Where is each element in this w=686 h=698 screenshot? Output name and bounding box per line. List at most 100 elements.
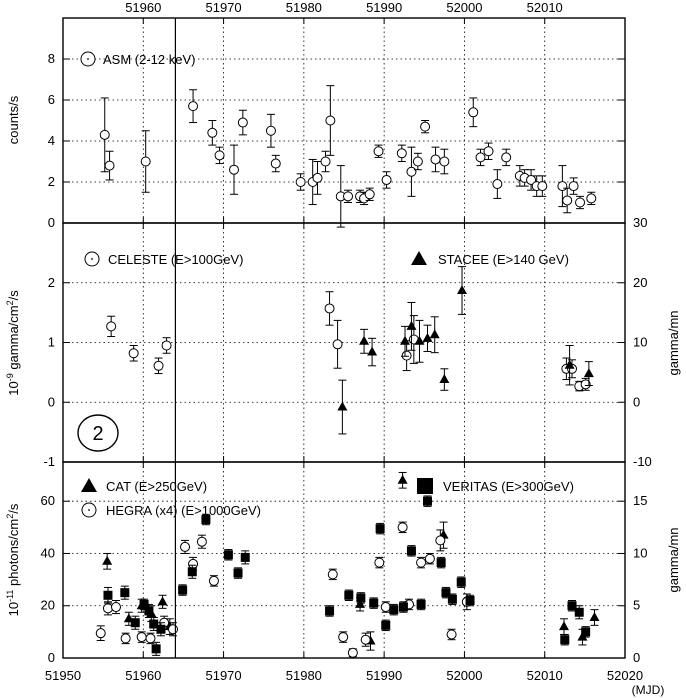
data-point-triangle [589,611,600,621]
data-point-square [240,552,250,562]
data-point-circle [325,115,336,126]
data-point-circle [102,603,113,614]
data-point-square [447,594,457,604]
data-point-circle [435,535,446,546]
ylabel-asm: counts/s [6,95,21,144]
panel-celeste-stacee-ytick-label: 2 [48,275,55,290]
panel-celeste-stacee-right-tick-label: -10 [633,454,652,469]
ylabel-cat-hegra-veritas: 10-11 photons/cm2/s [5,503,21,616]
data-point-triangle [422,332,433,342]
panel-cat-hegra-veritas-right-tick-label: 10 [633,545,647,560]
data-point-circle [136,632,147,643]
data-point-triangle [583,368,594,378]
legend-circle-dot [88,509,90,511]
data-point-square [406,546,416,556]
data-point-circle [338,632,349,643]
x-tick-label: 51970 [205,668,241,683]
data-point-circle [492,179,503,190]
x-tick-label: 51980 [286,668,322,683]
data-point-circle [332,339,343,350]
panel-asm-ytick-label: 6 [48,92,55,107]
data-point-square [233,568,243,578]
top-x-tick-label: 51960 [125,0,161,15]
data-point-triangle [337,401,348,411]
data-point-circle [295,177,306,187]
data-point-circle [412,156,423,167]
data-point-circle [188,101,199,112]
data-point-square [156,624,166,634]
data-point-circle [430,154,441,165]
data-point-circle [586,193,597,204]
data-point-circle [270,158,281,169]
x-tick-label: 52020 [607,668,643,683]
panel-celeste-stacee-ytick-label: -1 [43,454,55,469]
axis-title-part: gamma/mn [666,310,681,375]
data-point-circle [475,152,486,163]
data-point-circle [420,121,431,132]
data-point-square [149,619,159,629]
data-point-circle [327,569,338,580]
legend-circle-dot [91,258,93,260]
data-point-circle [343,191,354,202]
data-point-circle [537,181,548,192]
data-point-square [416,599,426,609]
panel-celeste-stacee-right-tick-label: 20 [633,275,647,290]
top-x-tick-label: 51980 [286,0,322,15]
data-point-circle [120,633,131,644]
panel-asm-ytick-label: 8 [48,51,55,66]
data-point-circle [196,536,207,547]
data-point-circle [265,125,276,136]
x-tick-label: 51950 [45,668,81,683]
data-point-triangle [558,621,569,631]
panel-asm-ytick-label: 2 [48,174,55,189]
data-point-circle [396,148,407,159]
data-point-circle [439,156,450,167]
data-point-circle [99,129,110,140]
x-axis-unit: (MJD) [632,683,665,697]
panel-asm-ytick-label: 4 [48,133,55,148]
data-point-square [375,524,385,534]
panel-celeste-stacee-ytick-label: 0 [48,394,55,409]
x-tick-label: 51990 [366,668,402,683]
data-point-circle [161,340,172,351]
axis-title-part: 2 [5,514,15,519]
data-point-square [574,607,584,617]
legend-veritas: VERITAS (E>300GeV) [443,479,574,494]
data-point-triangle [400,335,411,345]
panel-celeste-stacee-right-tick-label: 0 [633,394,640,409]
data-point-circle [95,628,106,639]
data-point-square [560,635,570,645]
data-point-square [581,627,591,637]
legend-hegra: HEGRA (x4) (E>1000GeV) [106,503,261,518]
data-point-square [389,605,399,615]
legend-celeste: CELESTE (E>100GeV) [108,252,243,267]
legend-square-marker [417,478,433,494]
data-point-circle [381,174,392,185]
data-point-square [103,590,113,600]
data-point-circle [483,146,494,157]
data-point-square [178,585,188,595]
data-point-circle [424,553,435,564]
axis-title-part: gamma/cm [6,305,21,373]
data-point-square [441,588,451,598]
data-point-circle [416,557,427,568]
top-x-tick-label: 51990 [366,0,402,15]
data-point-square [436,558,446,568]
data-point-triangle [429,329,440,339]
data-point-circle [207,127,218,138]
data-point-circle [214,150,225,161]
data-point-circle [208,575,219,586]
data-point-triangle [414,335,425,345]
legend-triangle-marker [81,478,97,492]
axis-title-part: photons/cm [6,519,21,590]
data-point-triangle [367,346,378,356]
panel-cat-hegra-veritas-ytick-label: 0 [48,650,55,665]
legend-cat: CAT (E>250GeV) [106,479,207,494]
data-point-circle [557,181,568,192]
data-point-square [381,620,391,630]
data-point-triangle [439,374,450,384]
data-point-circle [580,379,591,390]
data-point-circle [145,633,156,644]
x-tick-label: 52010 [527,668,563,683]
data-point-circle [373,146,384,157]
